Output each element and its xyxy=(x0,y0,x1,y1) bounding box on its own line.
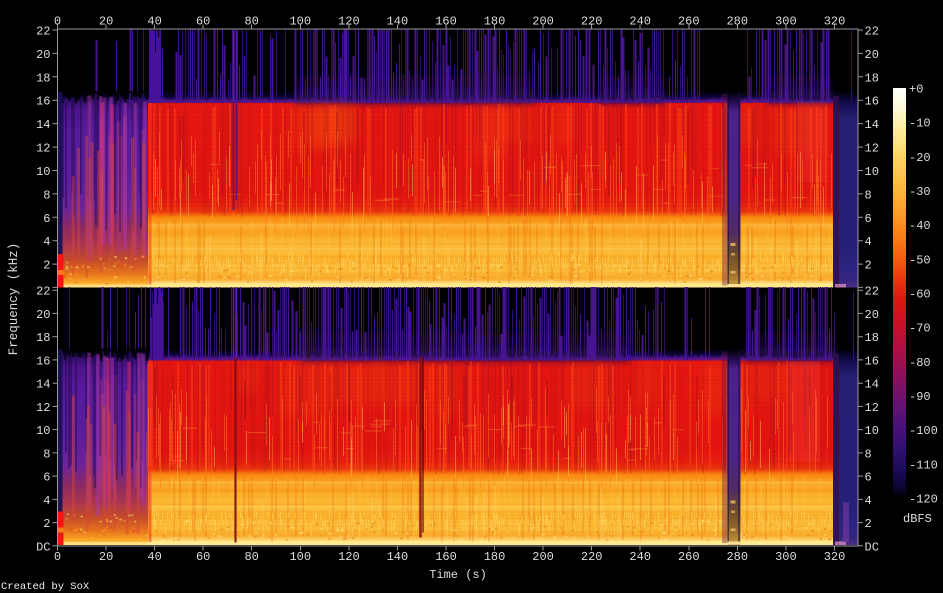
svg-text:100: 100 xyxy=(289,15,311,29)
svg-text:16: 16 xyxy=(36,354,50,368)
svg-text:6: 6 xyxy=(43,471,50,485)
svg-text:260: 260 xyxy=(678,550,700,564)
svg-text:6: 6 xyxy=(43,212,50,226)
svg-text:8: 8 xyxy=(43,188,50,202)
svg-text:18: 18 xyxy=(865,71,879,85)
svg-text:140: 140 xyxy=(387,550,409,564)
svg-text:20: 20 xyxy=(36,48,50,62)
svg-text:14: 14 xyxy=(36,118,50,132)
svg-text:-40: -40 xyxy=(909,219,931,233)
svg-text:10: 10 xyxy=(36,165,50,179)
svg-text:Created by SoX: Created by SoX xyxy=(1,581,90,593)
svg-text:-30: -30 xyxy=(909,185,931,199)
svg-text:4: 4 xyxy=(43,494,50,508)
svg-text:20: 20 xyxy=(865,48,879,62)
svg-text:12: 12 xyxy=(36,401,50,415)
svg-text:-10: -10 xyxy=(909,117,931,131)
svg-text:320: 320 xyxy=(824,550,846,564)
svg-text:10: 10 xyxy=(865,424,879,438)
svg-text:180: 180 xyxy=(484,15,506,29)
svg-text:-100: -100 xyxy=(909,424,938,438)
svg-text:10: 10 xyxy=(36,424,50,438)
svg-text:Time (s): Time (s) xyxy=(429,568,487,582)
svg-text:4: 4 xyxy=(865,494,872,508)
svg-text:14: 14 xyxy=(36,378,50,392)
svg-text:-90: -90 xyxy=(909,390,931,404)
svg-text:DC: DC xyxy=(36,540,50,554)
svg-text:8: 8 xyxy=(865,447,872,461)
svg-text:160: 160 xyxy=(435,15,457,29)
svg-text:100: 100 xyxy=(289,550,311,564)
svg-text:-120: -120 xyxy=(909,493,938,507)
svg-text:-80: -80 xyxy=(909,356,931,370)
svg-text:180: 180 xyxy=(484,550,506,564)
svg-text:0: 0 xyxy=(54,15,61,29)
svg-text:280: 280 xyxy=(726,550,748,564)
svg-text:200: 200 xyxy=(532,15,554,29)
svg-text:8: 8 xyxy=(43,447,50,461)
svg-text:10: 10 xyxy=(865,165,879,179)
svg-text:240: 240 xyxy=(629,550,651,564)
svg-text:60: 60 xyxy=(196,15,210,29)
svg-text:80: 80 xyxy=(244,550,258,564)
svg-text:+0: +0 xyxy=(909,83,923,97)
svg-text:20: 20 xyxy=(99,15,113,29)
svg-text:16: 16 xyxy=(36,95,50,109)
svg-text:8: 8 xyxy=(865,188,872,202)
svg-text:260: 260 xyxy=(678,15,700,29)
svg-text:16: 16 xyxy=(865,95,879,109)
svg-text:200: 200 xyxy=(532,550,554,564)
svg-text:2: 2 xyxy=(43,517,50,531)
svg-text:160: 160 xyxy=(435,550,457,564)
svg-text:4: 4 xyxy=(43,235,50,249)
svg-text:120: 120 xyxy=(338,550,360,564)
svg-text:-50: -50 xyxy=(909,253,931,267)
svg-text:-110: -110 xyxy=(909,458,938,472)
svg-text:12: 12 xyxy=(36,142,50,156)
svg-text:0: 0 xyxy=(54,550,61,564)
svg-text:12: 12 xyxy=(865,401,879,415)
svg-text:60: 60 xyxy=(196,550,210,564)
svg-text:220: 220 xyxy=(581,15,603,29)
svg-text:18: 18 xyxy=(36,71,50,85)
svg-text:6: 6 xyxy=(865,471,872,485)
svg-text:20: 20 xyxy=(865,308,879,322)
svg-text:4: 4 xyxy=(865,235,872,249)
svg-text:18: 18 xyxy=(36,331,50,345)
svg-text:-70: -70 xyxy=(909,322,931,336)
svg-text:22: 22 xyxy=(865,25,879,39)
svg-text:14: 14 xyxy=(865,378,879,392)
svg-text:220: 220 xyxy=(581,550,603,564)
svg-text:16: 16 xyxy=(865,354,879,368)
svg-text:320: 320 xyxy=(824,15,846,29)
svg-text:280: 280 xyxy=(726,15,748,29)
svg-text:2: 2 xyxy=(865,259,872,273)
svg-text:40: 40 xyxy=(147,15,161,29)
svg-text:300: 300 xyxy=(775,15,797,29)
svg-text:240: 240 xyxy=(629,15,651,29)
svg-text:2: 2 xyxy=(43,259,50,273)
svg-text:-20: -20 xyxy=(909,151,931,165)
svg-text:22: 22 xyxy=(36,285,50,299)
svg-text:14: 14 xyxy=(865,118,879,132)
svg-text:120: 120 xyxy=(338,15,360,29)
svg-text:140: 140 xyxy=(387,15,409,29)
svg-text:300: 300 xyxy=(775,550,797,564)
svg-text:Frequency (kHz): Frequency (kHz) xyxy=(7,243,21,356)
svg-text:22: 22 xyxy=(865,285,879,299)
svg-text:18: 18 xyxy=(865,331,879,345)
svg-text:40: 40 xyxy=(147,550,161,564)
svg-text:dBFS: dBFS xyxy=(903,512,932,526)
svg-text:80: 80 xyxy=(244,15,258,29)
svg-text:-60: -60 xyxy=(909,288,931,302)
svg-text:20: 20 xyxy=(99,550,113,564)
svg-text:6: 6 xyxy=(865,212,872,226)
svg-text:12: 12 xyxy=(865,142,879,156)
svg-text:20: 20 xyxy=(36,308,50,322)
svg-text:22: 22 xyxy=(36,25,50,39)
svg-text:DC: DC xyxy=(865,540,879,554)
svg-text:2: 2 xyxy=(865,517,872,531)
